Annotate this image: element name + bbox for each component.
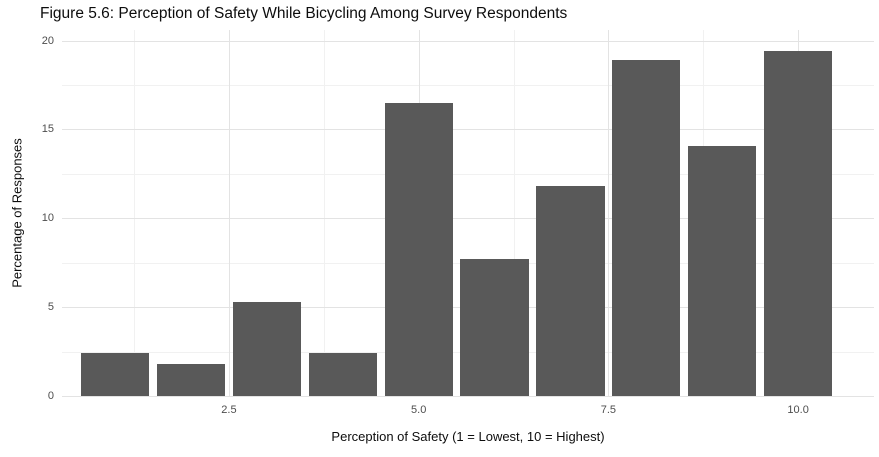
y-major-gridline xyxy=(62,129,874,131)
x-minor-gridline xyxy=(513,30,515,396)
y-major-gridline xyxy=(62,40,874,42)
bar xyxy=(156,364,226,396)
x-major-gridline xyxy=(228,30,230,396)
plot-area xyxy=(62,30,874,397)
y-tick-label: 20 xyxy=(41,34,54,47)
y-major-gridline xyxy=(62,396,874,397)
bar xyxy=(688,145,757,396)
x-tick-label: 7.5 xyxy=(600,404,617,416)
chart-title: Figure 5.6: Perception of Safety While B… xyxy=(40,5,568,22)
bar xyxy=(612,60,681,396)
y-minor-gridline xyxy=(62,173,874,175)
bar xyxy=(536,186,605,396)
x-minor-gridline xyxy=(323,30,325,396)
y-tick-label: 15 xyxy=(41,123,54,136)
x-tick-label: 10.0 xyxy=(787,404,809,416)
y-major-gridline xyxy=(62,218,874,220)
bar xyxy=(232,301,302,396)
y-tick-label: 10 xyxy=(41,212,54,225)
y-axis-tick-labels: 0 5 10 15 20 xyxy=(0,30,54,402)
bar xyxy=(460,259,529,396)
x-tick-label: 2.5 xyxy=(221,404,237,416)
x-tick-label: 5.0 xyxy=(411,404,427,416)
y-minor-gridline xyxy=(62,85,874,87)
y-tick-label: 5 xyxy=(47,301,54,314)
bar xyxy=(763,51,833,396)
x-minor-gridline xyxy=(134,30,136,396)
x-major-gridline xyxy=(608,30,610,396)
x-axis-title: Perception of Safety (1 = Lowest, 10 = H… xyxy=(331,429,605,444)
bar xyxy=(80,353,150,396)
y-tick-label: 0 xyxy=(47,390,54,402)
bar xyxy=(384,102,453,396)
bar xyxy=(308,353,377,396)
x-axis-tick-labels: 2.5 5.0 7.5 10.0 xyxy=(62,404,874,418)
